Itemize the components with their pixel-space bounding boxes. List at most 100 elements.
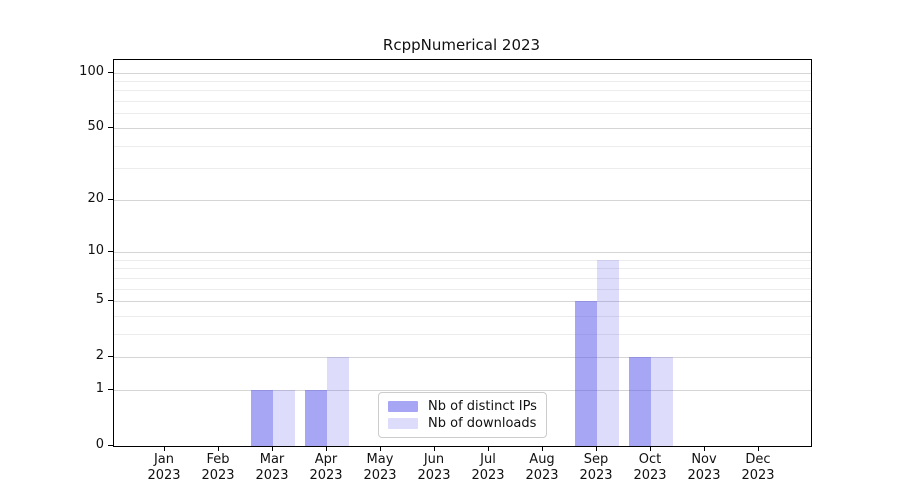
x-tick-oct [650, 446, 651, 451]
x-tick-label-dec: Dec 2023 [730, 452, 786, 484]
gridline-minor-40 [114, 145, 811, 147]
gridline-minor-80 [114, 90, 811, 92]
x-tick-label-feb: Feb 2023 [190, 452, 246, 484]
x-tick-label-jul: Jul 2023 [460, 452, 516, 484]
y-tick-label-20: 20 [87, 190, 104, 206]
x-tick-year: 2023 [255, 468, 289, 483]
x-tick-month: Jan [153, 452, 175, 467]
y-tick-label-50: 50 [87, 118, 104, 134]
x-tick-jun [434, 446, 435, 451]
gridline-minor-4 [114, 315, 811, 317]
x-tick-month: Dec [745, 452, 771, 467]
gridline-major-2 [114, 357, 811, 359]
x-tick-label-may: May 2023 [352, 452, 408, 484]
x-tick-nov [704, 446, 705, 451]
y-tick-5 [108, 300, 113, 301]
x-tick-label-jun: Jun 2023 [406, 452, 462, 484]
x-tick-year: 2023 [309, 468, 343, 483]
x-tick-month: Apr [314, 452, 338, 467]
x-tick-year: 2023 [147, 468, 181, 483]
bar-downloads-apr [327, 357, 349, 446]
gridline-minor-7 [114, 277, 811, 279]
legend-entry-distinct-ips: Nb of distinct IPs [388, 398, 537, 415]
bar-downloads-sep [597, 259, 619, 446]
gridline-major-20 [114, 199, 811, 201]
x-tick-year: 2023 [633, 468, 667, 483]
gridline-major-10 [114, 252, 811, 253]
x-tick-may [380, 446, 381, 451]
x-tick-feb [218, 446, 219, 451]
y-tick-100 [108, 71, 113, 73]
x-tick-year: 2023 [363, 468, 397, 483]
gridline-major-50 [114, 127, 811, 129]
gridline-major-100 [114, 72, 811, 74]
y-tick-50 [108, 126, 113, 128]
bar-ips-apr [305, 389, 327, 446]
x-tick-month: Sep [583, 452, 609, 467]
x-tick-year: 2023 [525, 468, 559, 483]
x-tick-apr [326, 446, 327, 451]
x-tick-month: Feb [206, 452, 230, 467]
gridline-major-5 [114, 301, 811, 302]
y-tick-label-2: 2 [95, 348, 104, 364]
x-tick-label-mar: Mar 2023 [244, 452, 300, 484]
legend-swatch-downloads [388, 418, 418, 429]
y-tick-2 [108, 356, 113, 358]
gridline-minor-6 [114, 288, 811, 290]
x-tick-month: Nov [691, 452, 717, 467]
x-tick-label-jan: Jan 2023 [136, 452, 192, 484]
x-tick-label-nov: Nov 2023 [676, 452, 732, 484]
x-tick-month: Mar [259, 452, 285, 467]
x-tick-month: Aug [529, 452, 555, 467]
x-tick-dec [758, 446, 759, 451]
x-tick-month: Jun [423, 452, 445, 467]
legend-label-distinct-ips: Nb of distinct IPs [428, 399, 537, 414]
y-tick-0 [108, 445, 113, 446]
bar-downloads-oct [651, 357, 673, 446]
y-tick-label-10: 10 [87, 243, 104, 258]
gridline-minor-9 [114, 259, 811, 261]
y-tick-label-100: 100 [79, 63, 104, 79]
bar-ips-sep [575, 301, 597, 446]
gridline-major-1 [114, 389, 811, 391]
x-tick-aug [542, 446, 543, 451]
x-tick-year: 2023 [741, 468, 775, 483]
y-tick-10 [108, 251, 113, 252]
y-tick-label-5: 5 [95, 292, 104, 307]
x-tick-month: Oct [638, 452, 662, 467]
bar-downloads-mar [273, 389, 295, 446]
gridline-minor-70 [114, 101, 811, 103]
y-tick-label-1: 1 [95, 380, 104, 396]
x-tick-month: May [366, 452, 394, 467]
y-tick-1 [108, 388, 113, 390]
x-tick-year: 2023 [579, 468, 613, 483]
bar-ips-mar [251, 389, 273, 446]
x-tick-month: Jul [480, 452, 496, 467]
gridline-minor-90 [114, 81, 811, 82]
legend-label-downloads: Nb of downloads [428, 416, 537, 431]
y-tick-label-0: 0 [95, 437, 104, 452]
gridline-minor-60 [114, 113, 811, 115]
gridline-minor-30 [114, 168, 811, 170]
x-tick-label-apr: Apr 2023 [298, 452, 354, 484]
x-tick-sep [596, 446, 597, 451]
legend-entry-downloads: Nb of downloads [388, 415, 537, 432]
x-tick-jan [164, 446, 165, 451]
chart-title: RcppNumerical 2023 [382, 36, 541, 54]
x-tick-mar [272, 446, 273, 451]
x-tick-label-sep: Sep 2023 [568, 452, 624, 484]
x-tick-label-aug: Aug 2023 [514, 452, 570, 484]
legend: Nb of distinct IPs Nb of downloads [378, 392, 547, 438]
plot-area [113, 59, 812, 447]
x-tick-year: 2023 [417, 468, 451, 483]
bar-ips-oct [629, 357, 651, 446]
x-tick-year: 2023 [687, 468, 721, 483]
x-tick-label-oct: Oct 2023 [622, 452, 678, 484]
y-tick-20 [108, 198, 113, 200]
x-tick-jul [488, 446, 489, 451]
x-tick-year: 2023 [201, 468, 235, 483]
legend-swatch-distinct-ips [388, 401, 418, 412]
gridline-minor-8 [114, 268, 811, 270]
x-tick-year: 2023 [471, 468, 505, 483]
